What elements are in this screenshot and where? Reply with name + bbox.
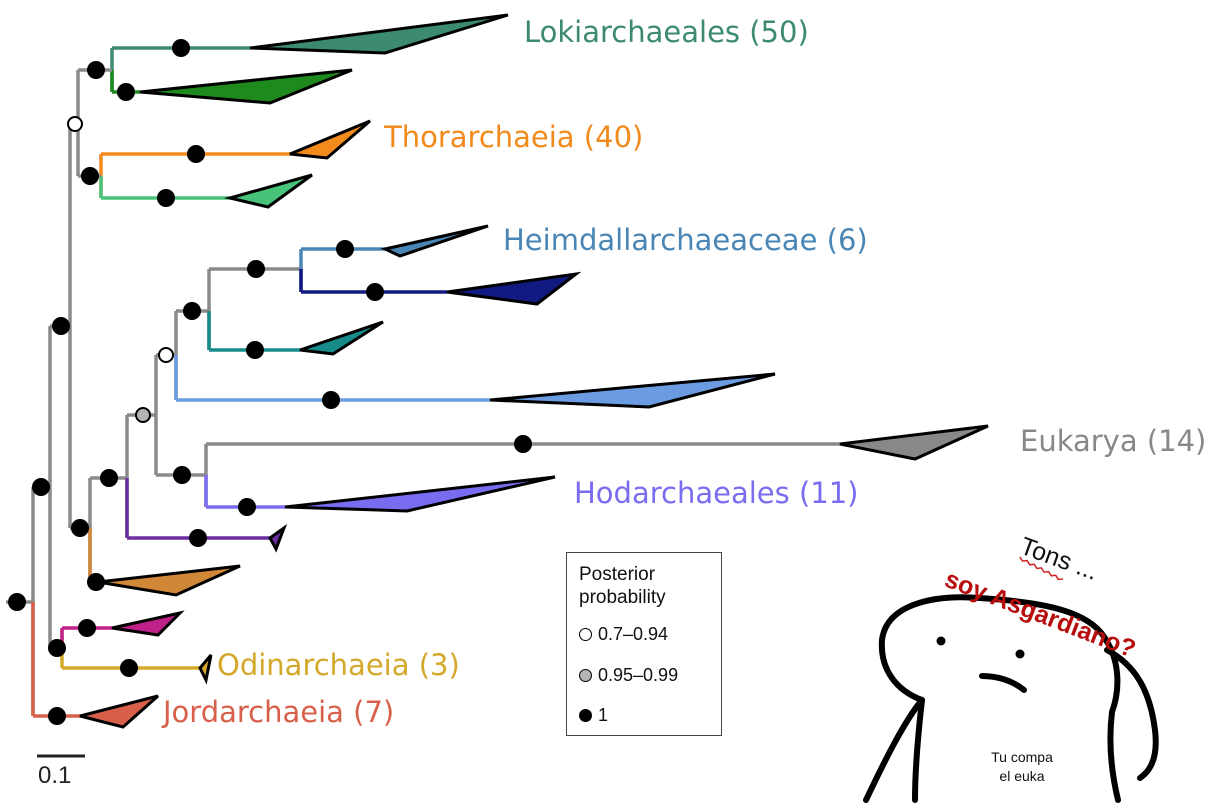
node-pp1 — [173, 466, 191, 484]
node-pp-low — [158, 347, 174, 363]
wedge-brown — [97, 564, 241, 597]
wedge-hodarchaeales — [284, 475, 556, 513]
spellcheck-squiggle — [1019, 556, 1063, 581]
clade-label-hodarchaeales: Hodarchaeales (11) — [574, 476, 859, 510]
legend-label-high: 1 — [598, 705, 609, 725]
node-pp1 — [157, 189, 175, 207]
legend-dot-gray — [579, 669, 592, 682]
legend-item-mid: 0.95–0.99 — [579, 665, 678, 686]
wedge-lokiarchaeales — [249, 13, 509, 55]
meme-character-eyes — [936, 636, 1025, 659]
wedge-heimdall-lightblue — [489, 372, 776, 409]
node-pp1 — [238, 498, 256, 516]
node-pp1 — [87, 573, 105, 591]
wedge-jordarchaeia — [79, 694, 159, 729]
meme-caption: Tu compa el euka — [978, 748, 1066, 786]
node-pp1 — [189, 529, 207, 547]
meme-caption-line2: el euka — [999, 768, 1045, 784]
clade-label-heimdallarchaeaceae: Heimdallarchaeaceae (6) — [503, 223, 868, 257]
node-pp1 — [366, 283, 384, 301]
node-pp1 — [246, 341, 264, 359]
clade-label-lokiarchaeales: Lokiarchaeales (50) — [524, 15, 809, 49]
node-pp-low — [67, 116, 83, 132]
node-pp1 — [48, 639, 66, 657]
node-pp1 — [172, 39, 190, 57]
wedge-heimdallarchaeaceae — [380, 224, 489, 258]
node-pp1 — [32, 478, 50, 496]
legend-item-high: 1 — [579, 705, 608, 726]
legend-title: Posterior probability — [579, 563, 666, 609]
legend-dot-black — [579, 709, 592, 722]
node-pp1 — [78, 619, 96, 637]
wedge-purple — [268, 523, 288, 553]
node-pp1 — [52, 317, 70, 335]
node-pp1 — [514, 435, 532, 453]
wedge-thorarchaeia — [289, 119, 371, 160]
legend-label-mid: 0.95–0.99 — [598, 665, 679, 685]
legend-title-line1: Posterior — [579, 564, 656, 585]
meme-caption-line1: Tu compa — [991, 749, 1053, 765]
legend-title-line2: probability — [579, 587, 666, 608]
wedge-odinarchaeia — [198, 654, 213, 685]
clade-label-odinarchaeia: Odinarchaeia (3) — [217, 648, 460, 682]
wedge-heimdall-teal — [299, 320, 384, 356]
wedge-magenta — [111, 610, 185, 637]
node-pp1 — [71, 519, 89, 537]
legend-item-low: 0.7–0.94 — [579, 624, 668, 645]
node-pp1 — [48, 707, 66, 725]
node-pp1 — [187, 145, 205, 163]
legend-label-low: 0.7–0.94 — [598, 624, 669, 644]
node-pp1 — [120, 659, 138, 677]
wedge-loki-sister — [139, 68, 353, 105]
clade-label-jordarchaeia: Jordarchaeia (7) — [163, 695, 395, 729]
legend-dot-white — [579, 628, 592, 641]
node-pp1 — [247, 260, 265, 278]
scale-bar-label: 0.1 — [38, 762, 72, 789]
node-pp1 — [100, 469, 118, 487]
node-pp1 — [117, 83, 135, 101]
node-pp1 — [81, 167, 99, 185]
clade-label-thorarchaeia: Thorarchaeia (40) — [384, 120, 644, 154]
node-pp1 — [183, 302, 201, 320]
posterior-probability-legend: Posterior probability 0.7–0.94 0.95–0.99… — [566, 552, 722, 736]
clade-label-eukarya: Eukarya (14) — [1020, 424, 1207, 458]
node-pp1 — [336, 240, 354, 258]
meme-character-drawing — [863, 594, 1159, 803]
node-pp-mid — [135, 407, 151, 423]
node-pp1 — [8, 593, 26, 611]
wedge-heimdall-navy — [446, 271, 582, 306]
node-pp1 — [322, 391, 340, 409]
wedge-eukarya — [839, 424, 989, 461]
wedge-thor-sister — [224, 173, 313, 209]
node-pp1 — [87, 61, 105, 79]
